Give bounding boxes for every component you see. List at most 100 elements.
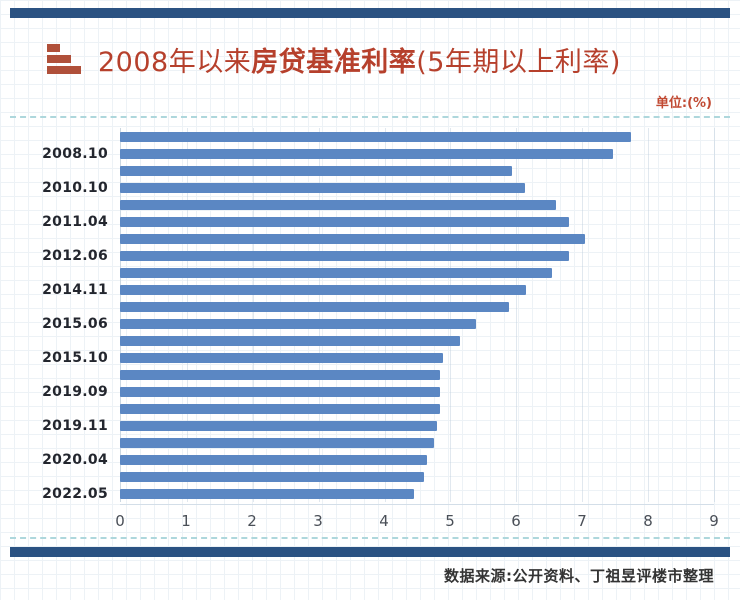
bar-track bbox=[120, 216, 714, 227]
bottom-dashed-divider bbox=[10, 537, 730, 539]
bar-track bbox=[120, 131, 714, 142]
page-title: 2008年以来房贷基准利率(5年期以上利率) bbox=[98, 40, 621, 79]
chart-row: 2015.10 bbox=[26, 349, 714, 366]
chart-row: 2011.04 bbox=[26, 213, 714, 230]
bar-track bbox=[120, 352, 714, 363]
bar-category-label: 2019.09 bbox=[42, 383, 108, 400]
bar-category-label: 2010.10 bbox=[42, 179, 108, 196]
gridline bbox=[450, 128, 452, 502]
chart-row bbox=[26, 264, 714, 281]
value-bar bbox=[120, 335, 460, 346]
bottom-border-bar bbox=[10, 547, 730, 557]
bar-category-label: 2011.04 bbox=[42, 213, 108, 230]
bar-category-label: 2020.04 bbox=[42, 451, 108, 468]
gridline bbox=[318, 128, 320, 502]
x-tick-label: 9 bbox=[709, 512, 719, 530]
top-border-bar bbox=[10, 8, 730, 18]
chart-rows: 2008.10 2010.10 2011.04 2012.06 2014.11 2015.… bbox=[26, 128, 714, 502]
value-bar bbox=[120, 148, 614, 159]
chart-row: 2014.11 bbox=[26, 281, 714, 298]
bar-track bbox=[120, 386, 714, 397]
x-tick-label: 1 bbox=[181, 512, 191, 530]
chart-row bbox=[26, 434, 714, 451]
value-bar bbox=[120, 165, 513, 176]
gridline bbox=[582, 128, 584, 502]
bar-category-label: 2012.06 bbox=[42, 247, 108, 264]
chart-row: 2019.09 bbox=[26, 383, 714, 400]
bar-track bbox=[120, 284, 714, 295]
x-tick-label: 5 bbox=[445, 512, 455, 530]
gridline bbox=[252, 128, 254, 502]
title-main: 房贷基准利率 bbox=[251, 47, 417, 78]
x-tick-label: 3 bbox=[313, 512, 323, 530]
bar-track bbox=[120, 182, 714, 193]
value-bar bbox=[120, 182, 526, 193]
value-bar bbox=[120, 369, 441, 380]
bar-track bbox=[120, 148, 714, 159]
bar-track bbox=[120, 420, 714, 431]
gridline bbox=[384, 128, 386, 502]
value-bar bbox=[120, 437, 434, 448]
header: 2008年以来房贷基准利率(5年期以上利率) bbox=[46, 40, 621, 79]
chart-row: 2019.11 bbox=[26, 417, 714, 434]
value-bar bbox=[120, 420, 437, 431]
bar-category-label: 2015.06 bbox=[42, 315, 108, 332]
chart-row bbox=[26, 196, 714, 213]
bar-track bbox=[120, 454, 714, 465]
value-bar bbox=[120, 488, 414, 499]
source-note: 数据来源:公开资料、丁祖昱评楼市整理 bbox=[444, 565, 714, 586]
chart-row bbox=[26, 230, 714, 247]
value-bar bbox=[120, 267, 553, 278]
chart-row bbox=[26, 298, 714, 315]
bar-track bbox=[120, 318, 714, 329]
chart-row: 2015.06 bbox=[26, 315, 714, 332]
x-tick-label: 2 bbox=[247, 512, 257, 530]
bar-track bbox=[120, 488, 714, 499]
bar-category-label: 2022.05 bbox=[42, 485, 108, 502]
chart-row bbox=[26, 162, 714, 179]
value-bar bbox=[120, 233, 586, 244]
bar-category-label: 2008.10 bbox=[42, 145, 108, 162]
bar-track bbox=[120, 199, 714, 210]
bar-track bbox=[120, 471, 714, 482]
bar-track bbox=[120, 250, 714, 261]
x-axis: 0 1 2 3 4 5 6 7 8 9 bbox=[115, 504, 719, 532]
source-text: 公开资料、丁祖昱评楼市整理 bbox=[512, 567, 714, 585]
bar-track bbox=[120, 437, 714, 448]
value-bar bbox=[120, 131, 631, 142]
x-tick-label: 4 bbox=[379, 512, 389, 530]
x-tick-label: 8 bbox=[643, 512, 653, 530]
chart-row bbox=[26, 332, 714, 349]
brick-logo-icon bbox=[46, 43, 82, 76]
chart-row: 2010.10 bbox=[26, 179, 714, 196]
value-bar bbox=[120, 250, 569, 261]
bar-track bbox=[120, 301, 714, 312]
bar-category-label: 2019.11 bbox=[42, 417, 108, 434]
top-dashed-divider bbox=[10, 116, 730, 118]
title-prefix: 2008年以来 bbox=[98, 47, 252, 78]
value-bar bbox=[120, 318, 477, 329]
x-tick-label: 6 bbox=[511, 512, 521, 530]
gridline bbox=[186, 128, 188, 502]
chart-row: 2020.04 bbox=[26, 451, 714, 468]
value-bar bbox=[120, 403, 441, 414]
chart-row bbox=[26, 400, 714, 417]
chart-row: 2008.10 bbox=[26, 145, 714, 162]
value-bar bbox=[120, 216, 569, 227]
bar-track bbox=[120, 165, 714, 176]
chart-row bbox=[26, 366, 714, 383]
gridline bbox=[648, 128, 650, 502]
value-bar bbox=[120, 352, 444, 363]
title-suffix: (5年期以上利率) bbox=[416, 47, 621, 78]
value-bar bbox=[120, 301, 510, 312]
bar-track bbox=[120, 267, 714, 278]
chart-row: 2012.06 bbox=[26, 247, 714, 264]
chart-row bbox=[26, 128, 714, 145]
chart-row: 2022.05 bbox=[26, 485, 714, 502]
mortgage-rate-bar-chart: 2008.10 2010.10 2011.04 2012.06 2014.11 2015.… bbox=[26, 128, 719, 532]
bar-track bbox=[120, 403, 714, 414]
bar-category-label: 2014.11 bbox=[42, 281, 108, 298]
gridline bbox=[516, 128, 518, 502]
source-label: 数据来源: bbox=[443, 567, 513, 585]
